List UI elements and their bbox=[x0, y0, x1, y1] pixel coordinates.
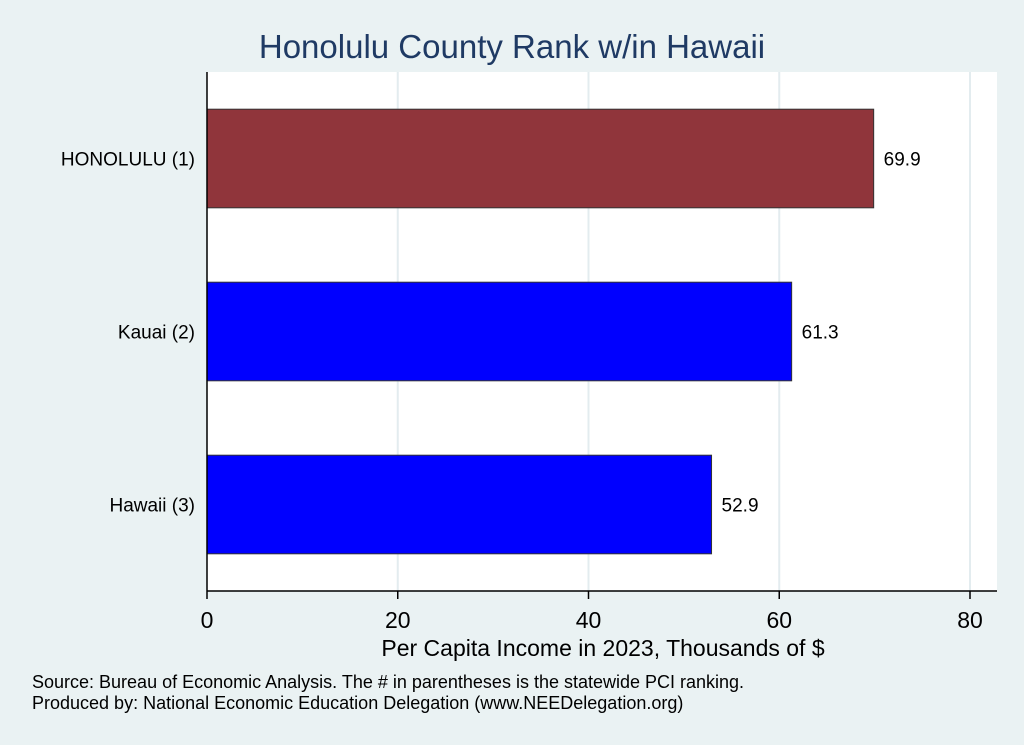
produced-by-note: Produced by: National Economic Education… bbox=[32, 693, 683, 713]
value-label: 52.9 bbox=[722, 496, 759, 517]
x-axis-title: Per Capita Income in 2023, Thousands of … bbox=[381, 635, 824, 661]
source-note: Source: Bureau of Economic Analysis. The… bbox=[32, 672, 744, 692]
bar bbox=[206, 281, 793, 382]
chart-title: Honolulu County Rank w/in Hawaii bbox=[259, 28, 765, 65]
x-tick-label: 60 bbox=[766, 607, 792, 633]
category-label: Hawaii (3) bbox=[109, 496, 195, 517]
x-tick-label: 80 bbox=[957, 607, 983, 633]
value-label: 69.9 bbox=[884, 150, 921, 171]
bar bbox=[206, 454, 713, 555]
category-label: Kauai (2) bbox=[118, 323, 195, 344]
x-tick-label: 0 bbox=[201, 607, 214, 633]
x-tick-label: 40 bbox=[576, 607, 602, 633]
category-label: HONOLULU (1) bbox=[61, 150, 195, 171]
bar bbox=[206, 108, 875, 209]
value-label: 61.3 bbox=[802, 323, 839, 344]
bars: HONOLULU (1) 69.9 Kauai (2) 61.3 Hawaii (3) 5… bbox=[61, 108, 921, 555]
x-tick-label: 20 bbox=[385, 607, 411, 633]
x-ticks: 0 20 40 60 80 bbox=[201, 591, 983, 633]
